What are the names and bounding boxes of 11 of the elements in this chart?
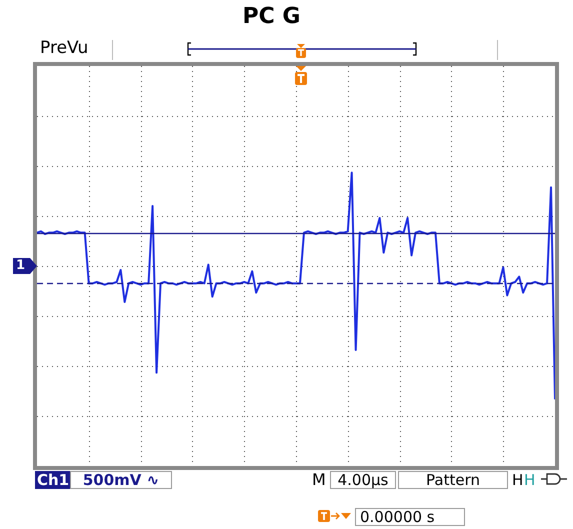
text: 4.00µs <box>330 471 396 489</box>
text: PreVu <box>40 38 88 58</box>
chart-title: PC G <box>242 4 302 29</box>
text: H <box>524 471 536 489</box>
text: Ch1 <box>35 471 72 489</box>
text: 500mV ∿ <box>70 471 172 489</box>
text: 1 <box>16 257 26 275</box>
text: 0.00000 s <box>355 508 465 526</box>
text: H <box>512 471 524 489</box>
text: Pattern <box>398 471 508 489</box>
text: M <box>312 470 326 489</box>
